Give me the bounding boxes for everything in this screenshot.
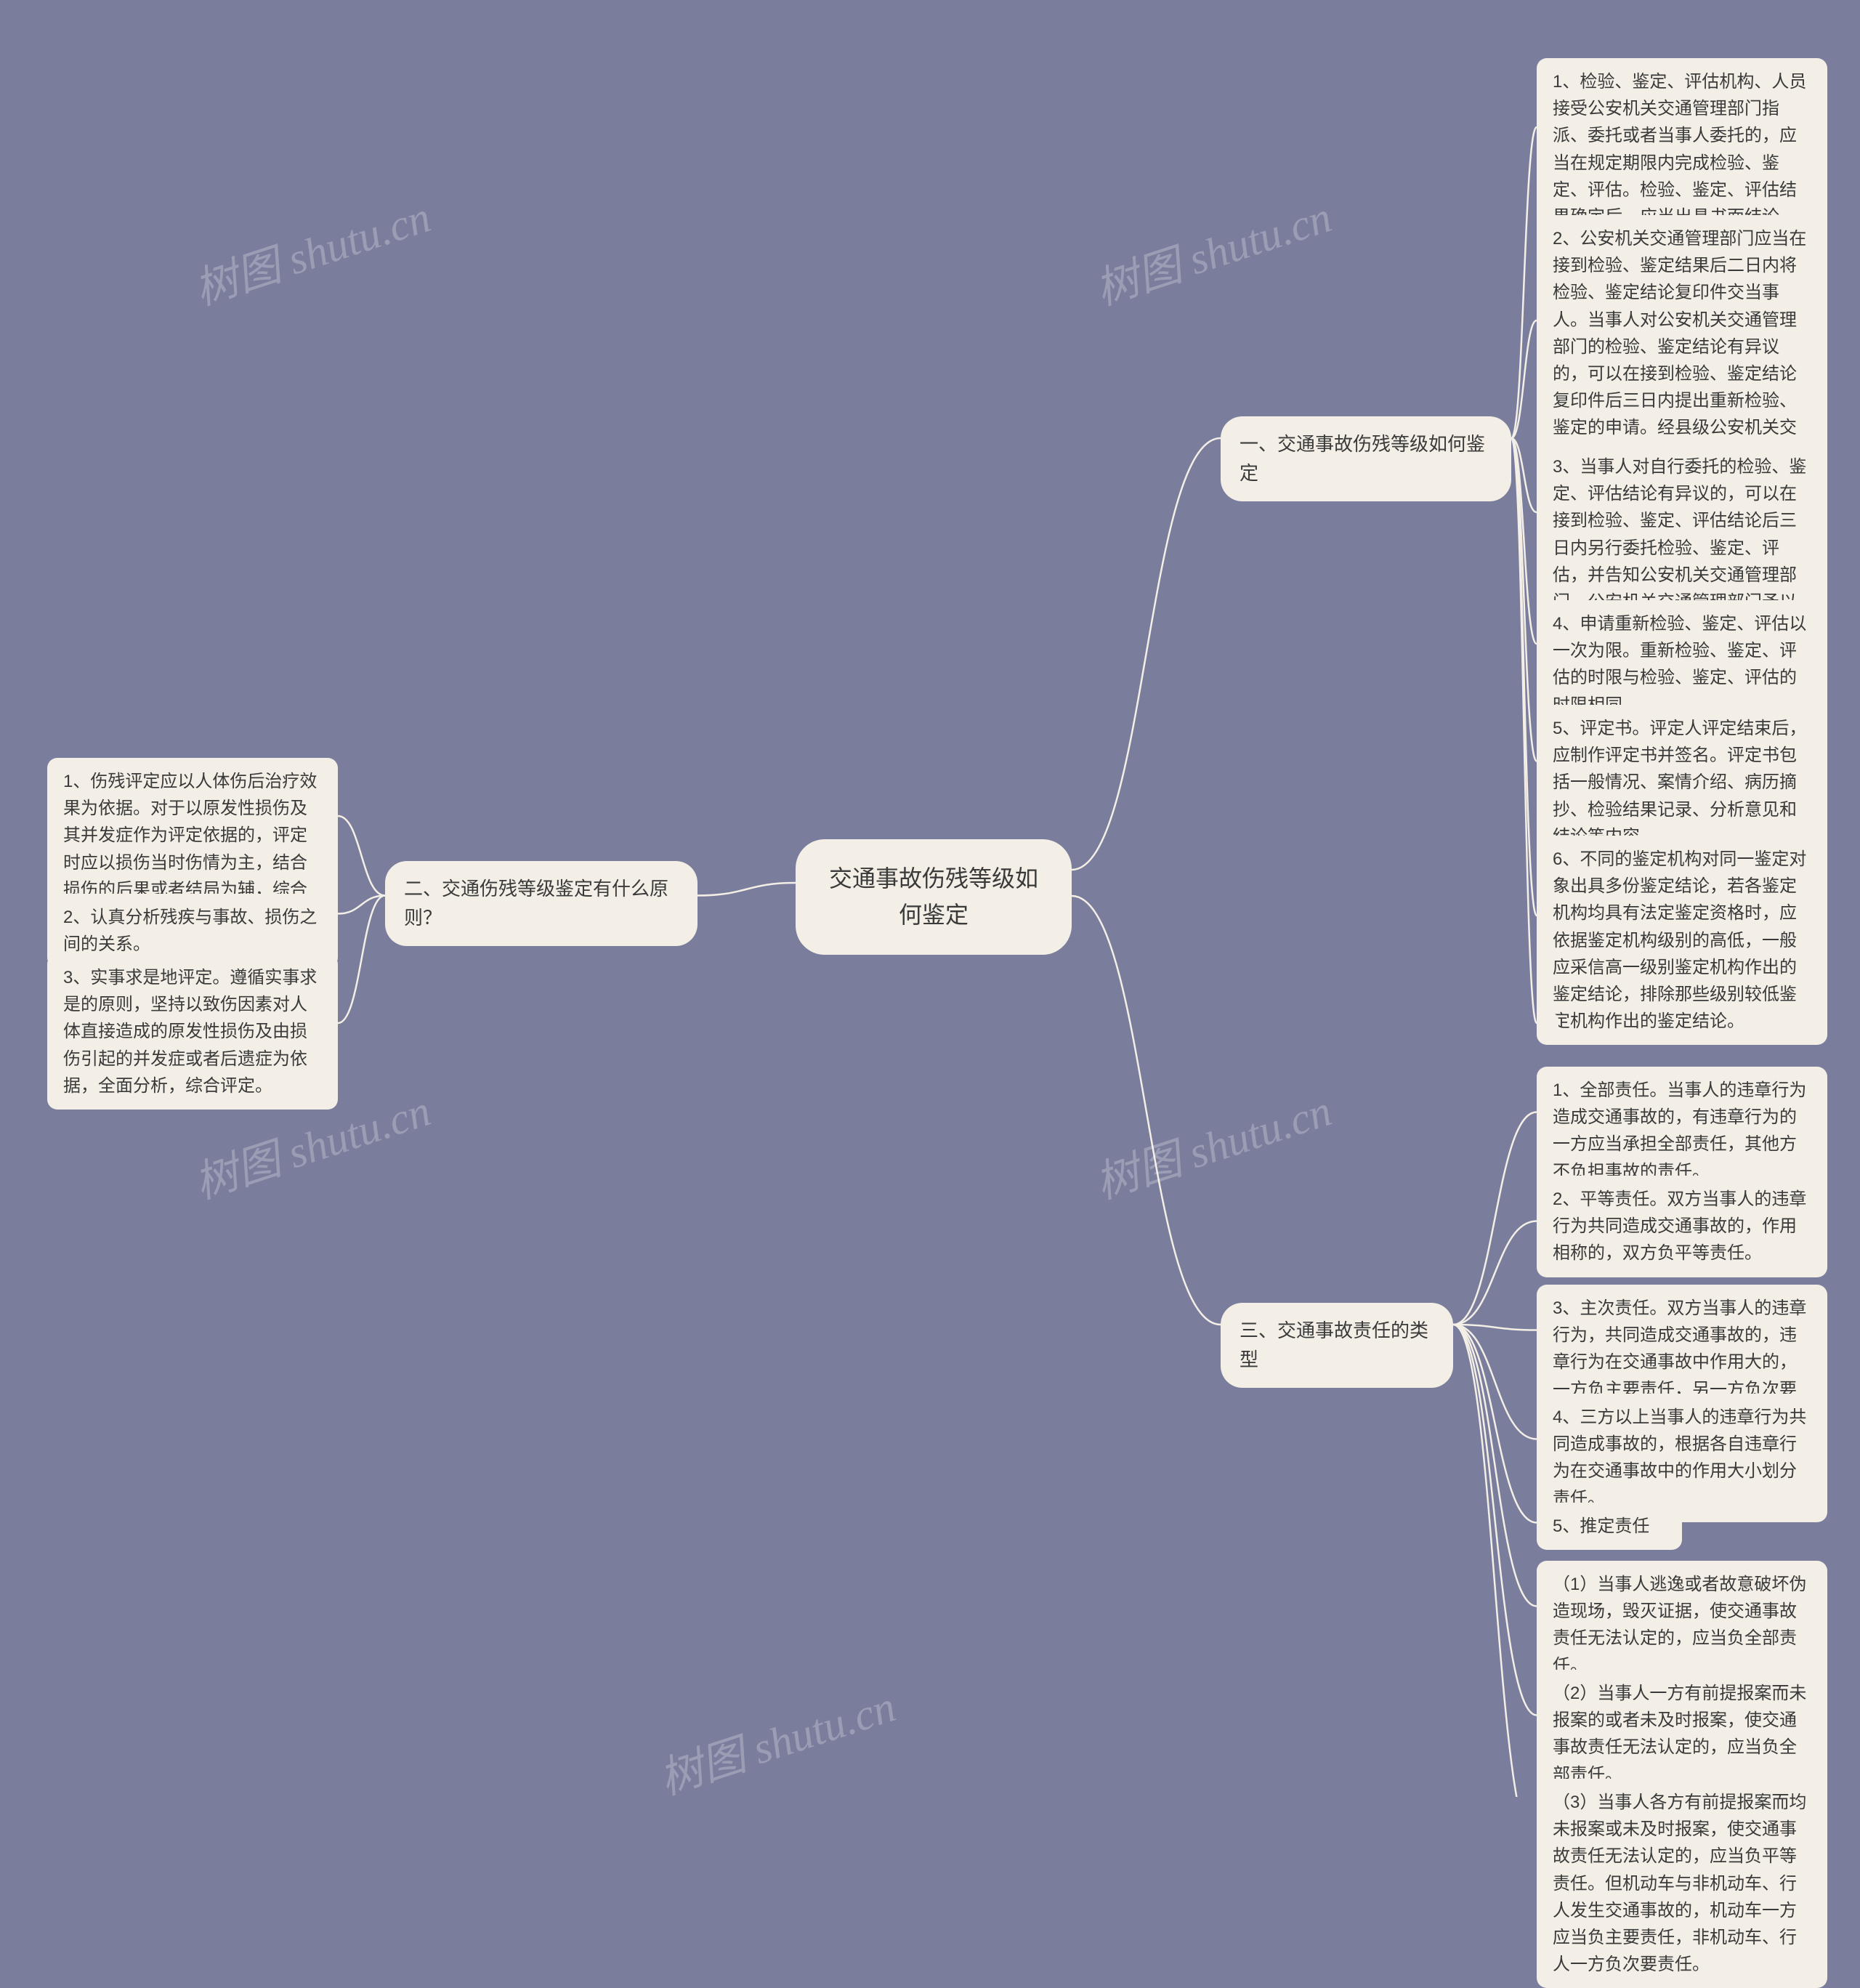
watermark: 树图 shutu.cn [1086,182,1338,318]
branch-1: 一、交通事故伤残等级如何鉴定 [1221,416,1511,501]
watermark: 树图 shutu.cn [650,1671,902,1807]
branch-3: 三、交通事故责任的类型 [1221,1303,1453,1388]
watermark: 树图 shutu.cn [185,182,437,318]
branch-2: 二、交通伤残等级鉴定有什么原则？ [385,861,698,946]
branch-1-empty-leaf [1537,1014,1558,1033]
watermark: 树图 shutu.cn [1086,1075,1338,1211]
branch-1-leaf-6: 6、不同的鉴定机构对同一鉴定对象出具多份鉴定结论，若各鉴定机构均具有法定鉴定资格… [1537,836,1827,1045]
center-node: 交通事故伤残等级如何鉴定 [796,839,1072,955]
branch-3-leaf-2: 2、平等责任。双方当事人的违章行为共同造成交通事故的，作用相称的，双方负平等责任… [1537,1176,1827,1277]
branch-3-leaf-5: 5、推定责任 [1537,1503,1682,1550]
branch-2-leaf-3: 3、实事求是地评定。遵循实事求是的原则，坚持以致伤因素对人体直接造成的原发性损伤… [47,954,338,1110]
branch-3-leaf-8: （3）当事人各方有前提报案而均未报案或未及时报案，使交通事故责任无法认定的，应当… [1537,1779,1827,1988]
